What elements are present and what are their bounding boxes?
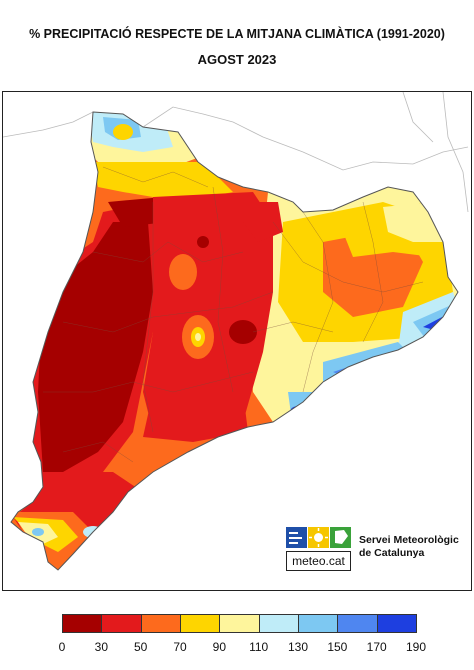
smc-logo: meteo.cat Servei Meteorològic de Catalun… — [286, 527, 466, 573]
legend-tick-label: 130 — [287, 640, 309, 654]
precipitation-map — [2, 91, 472, 591]
logo-tile-blue-icon — [286, 527, 307, 548]
legend-swatch — [376, 614, 417, 633]
legend-tick-label: 50 — [133, 640, 148, 654]
legend-tick-label: 90 — [212, 640, 227, 654]
legend-tick-label: 70 — [173, 640, 187, 654]
legend-swatch — [179, 614, 221, 633]
color-legend — [62, 614, 417, 633]
legend-swatch — [297, 614, 339, 633]
legend-tick-label: 170 — [366, 640, 387, 654]
logo-brand-text: meteo.cat — [286, 551, 351, 571]
catalonia-outline — [10, 111, 459, 571]
logo-org-line2: de Catalunya — [359, 547, 425, 559]
legend-tick-label: 0 — [58, 640, 66, 654]
precip-field — [11, 112, 458, 570]
comarca-borders — [43, 166, 424, 463]
legend-tick-label: 110 — [249, 640, 269, 654]
legend-swatch — [258, 614, 299, 633]
map-svg — [3, 92, 469, 571]
legend-tick-label: 190 — [405, 640, 427, 654]
legend-swatch — [219, 614, 260, 633]
neighbor-borders — [3, 92, 469, 213]
legend-swatch — [140, 614, 181, 633]
legend-swatch — [62, 614, 103, 633]
logo-org-name: Servei Meteorològic de Catalunya — [359, 534, 459, 560]
legend-tick-label: 150 — [327, 640, 348, 654]
logo-org-line1: Servei Meteorològic — [359, 534, 459, 546]
logo-map-icon — [330, 527, 351, 548]
legend-swatch — [101, 614, 142, 633]
map-subtitle: AGOST 2023 — [197, 52, 277, 67]
map-title: % PRECIPITACIÓ RESPECTE DE LA MITJANA CL… — [29, 27, 445, 41]
legend-swatch — [337, 614, 378, 633]
logo-sun-icon — [308, 527, 329, 548]
legend-tick-label: 30 — [94, 640, 109, 654]
